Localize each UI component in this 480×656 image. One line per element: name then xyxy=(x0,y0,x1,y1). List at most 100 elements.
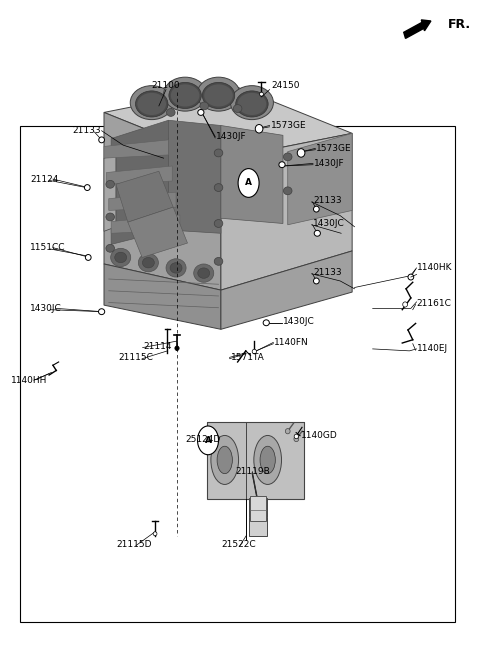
Ellipse shape xyxy=(171,85,199,106)
Ellipse shape xyxy=(214,257,223,265)
Ellipse shape xyxy=(211,436,239,484)
Polygon shape xyxy=(221,251,352,329)
Polygon shape xyxy=(288,133,352,225)
Text: 21119B: 21119B xyxy=(235,467,270,476)
Circle shape xyxy=(238,169,259,197)
Text: 1571TA: 1571TA xyxy=(230,353,264,362)
Ellipse shape xyxy=(214,184,223,192)
Ellipse shape xyxy=(260,92,264,96)
Ellipse shape xyxy=(166,258,186,277)
Polygon shape xyxy=(111,120,168,245)
Ellipse shape xyxy=(254,436,281,484)
Text: 1430JC: 1430JC xyxy=(283,317,315,326)
Ellipse shape xyxy=(98,309,105,315)
Ellipse shape xyxy=(111,249,131,266)
Ellipse shape xyxy=(408,274,414,280)
Text: 21100: 21100 xyxy=(152,81,180,89)
Text: 1573GE: 1573GE xyxy=(316,144,352,153)
Text: 1430JF: 1430JF xyxy=(216,132,247,141)
Ellipse shape xyxy=(198,268,210,278)
Ellipse shape xyxy=(313,206,319,212)
Ellipse shape xyxy=(279,162,285,168)
Ellipse shape xyxy=(294,436,299,441)
Text: 21115D: 21115D xyxy=(116,541,151,549)
Text: 21522C: 21522C xyxy=(221,541,255,549)
Text: 21133: 21133 xyxy=(313,196,342,205)
Text: 1140HK: 1140HK xyxy=(417,264,452,272)
Ellipse shape xyxy=(153,532,157,536)
Ellipse shape xyxy=(314,230,321,236)
Ellipse shape xyxy=(252,349,256,354)
Ellipse shape xyxy=(99,137,105,143)
Ellipse shape xyxy=(204,85,233,106)
Polygon shape xyxy=(116,171,173,222)
Ellipse shape xyxy=(106,245,115,252)
Ellipse shape xyxy=(197,77,240,111)
Ellipse shape xyxy=(175,346,179,350)
Ellipse shape xyxy=(143,257,155,268)
Bar xyxy=(251,496,266,521)
Polygon shape xyxy=(104,112,221,290)
Text: 24150: 24150 xyxy=(271,81,300,89)
Ellipse shape xyxy=(285,428,290,434)
Ellipse shape xyxy=(313,278,319,284)
Text: 21114: 21114 xyxy=(144,342,172,351)
Ellipse shape xyxy=(200,102,208,110)
Polygon shape xyxy=(111,215,180,234)
Text: 21133: 21133 xyxy=(72,126,101,135)
Polygon shape xyxy=(107,166,172,184)
Text: 21115C: 21115C xyxy=(118,353,153,362)
Ellipse shape xyxy=(130,86,173,119)
Polygon shape xyxy=(221,133,352,290)
Text: 1430JC: 1430JC xyxy=(30,304,62,313)
Ellipse shape xyxy=(115,252,127,262)
Text: A: A xyxy=(204,436,212,445)
Ellipse shape xyxy=(84,184,90,190)
Ellipse shape xyxy=(170,262,182,273)
Ellipse shape xyxy=(214,149,223,157)
Text: 1140EJ: 1140EJ xyxy=(417,344,448,354)
Ellipse shape xyxy=(260,446,276,474)
Polygon shape xyxy=(104,264,221,329)
Text: 1430JC: 1430JC xyxy=(313,219,345,228)
Ellipse shape xyxy=(202,83,235,108)
Ellipse shape xyxy=(167,108,175,116)
Ellipse shape xyxy=(233,104,242,112)
Ellipse shape xyxy=(135,91,168,117)
Ellipse shape xyxy=(236,91,268,117)
Text: 21161C: 21161C xyxy=(417,298,452,308)
Text: FR.: FR. xyxy=(447,18,471,31)
Bar xyxy=(206,422,304,499)
Text: 1430JF: 1430JF xyxy=(314,159,345,168)
Ellipse shape xyxy=(169,83,201,108)
Ellipse shape xyxy=(255,125,263,133)
Polygon shape xyxy=(128,207,188,257)
Text: 1140FN: 1140FN xyxy=(275,338,309,347)
Ellipse shape xyxy=(138,253,158,272)
Text: 21133: 21133 xyxy=(313,268,342,277)
Ellipse shape xyxy=(137,93,166,115)
FancyArrow shape xyxy=(404,20,431,39)
Ellipse shape xyxy=(106,180,115,188)
Text: 1140HH: 1140HH xyxy=(11,376,48,385)
Ellipse shape xyxy=(217,446,232,474)
Polygon shape xyxy=(168,120,221,234)
Ellipse shape xyxy=(198,110,204,115)
Ellipse shape xyxy=(230,86,274,119)
Ellipse shape xyxy=(214,220,223,228)
Text: 1140GD: 1140GD xyxy=(301,431,338,440)
Polygon shape xyxy=(221,125,283,224)
Ellipse shape xyxy=(85,255,91,260)
Text: A: A xyxy=(245,178,252,188)
Ellipse shape xyxy=(283,153,292,161)
Ellipse shape xyxy=(164,77,206,111)
Ellipse shape xyxy=(294,434,299,439)
Text: 25124D: 25124D xyxy=(185,434,220,443)
Circle shape xyxy=(198,426,218,455)
Ellipse shape xyxy=(283,187,292,195)
Ellipse shape xyxy=(106,213,115,221)
Ellipse shape xyxy=(263,320,269,326)
Text: 1573GE: 1573GE xyxy=(271,121,307,130)
Ellipse shape xyxy=(194,264,214,282)
Ellipse shape xyxy=(238,93,266,115)
